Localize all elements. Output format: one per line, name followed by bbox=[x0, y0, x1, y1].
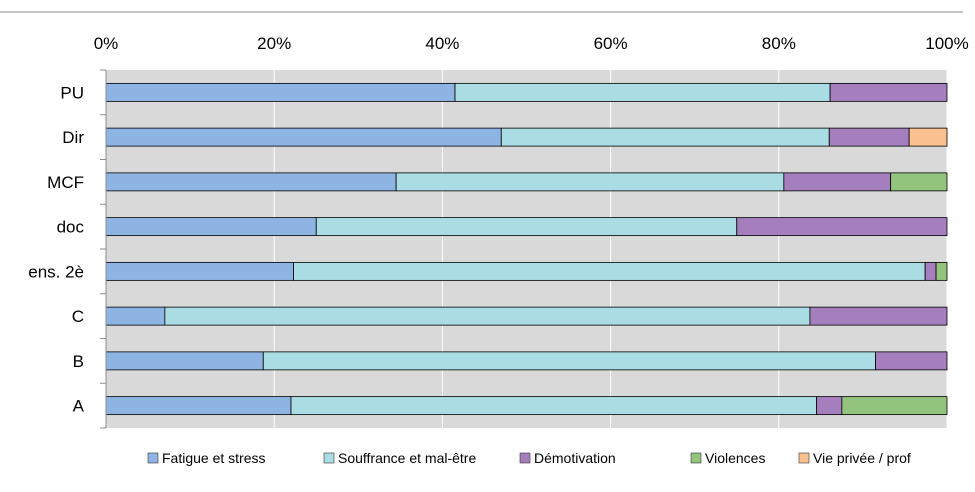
bar-segment bbox=[105, 351, 264, 371]
bar-segment bbox=[105, 127, 502, 147]
legend: Fatigue et stress Souffrance et mal-être D… bbox=[147, 450, 911, 466]
category-label: PU bbox=[60, 83, 84, 102]
legend-label: Souffrance et mal-être bbox=[338, 450, 476, 466]
legend-swatch bbox=[147, 452, 159, 464]
bars bbox=[105, 82, 948, 416]
bar-segment bbox=[105, 306, 166, 326]
bar-segment bbox=[105, 172, 397, 192]
category-label: B bbox=[73, 352, 84, 371]
bar-segment bbox=[908, 127, 948, 147]
bar-segment bbox=[890, 172, 948, 192]
category-label: MCF bbox=[47, 173, 84, 192]
category-label: C bbox=[72, 307, 84, 326]
legend-label: Violences bbox=[705, 450, 765, 466]
legend-label: Démotivation bbox=[534, 450, 616, 466]
bar-segment bbox=[262, 351, 876, 371]
bar-segment bbox=[293, 261, 926, 281]
x-tick-label: 60% bbox=[594, 34, 628, 53]
legend-label: Fatigue et stress bbox=[162, 450, 266, 466]
bar-segment bbox=[809, 306, 948, 326]
bar-segment bbox=[736, 217, 948, 237]
bar-segment bbox=[841, 396, 948, 416]
category-label: A bbox=[73, 397, 85, 416]
bar-segment bbox=[105, 217, 317, 237]
legend-swatch bbox=[690, 452, 702, 464]
bar-segment bbox=[290, 396, 818, 416]
bar-segment bbox=[500, 127, 830, 147]
x-tick-label: 80% bbox=[762, 34, 796, 53]
bar-segment bbox=[164, 306, 811, 326]
bar-segment bbox=[935, 261, 948, 281]
bar-segment bbox=[105, 261, 294, 281]
bar-segment bbox=[924, 261, 937, 281]
bar-segment bbox=[105, 396, 292, 416]
category-label: doc bbox=[57, 218, 85, 237]
category-label: ens. 2è bbox=[28, 262, 84, 281]
x-tick-label: 20% bbox=[257, 34, 291, 53]
bar-segment bbox=[875, 351, 948, 371]
legend-label: Vie privée / prof bbox=[813, 450, 911, 466]
axes: 0% 20% 40% 60% 80% 100% PU Dir MCF doc ens. 2è C B A bbox=[28, 34, 969, 429]
bar-segment bbox=[816, 396, 843, 416]
category-label: Dir bbox=[62, 128, 84, 147]
legend-swatch bbox=[798, 452, 810, 464]
bar-segment bbox=[105, 82, 456, 102]
bar-segment bbox=[315, 217, 738, 237]
x-tick-label: 0% bbox=[94, 34, 119, 53]
x-tick-label: 40% bbox=[425, 34, 459, 53]
bar-segment bbox=[454, 82, 831, 102]
plot-area bbox=[106, 70, 947, 428]
bar-segment bbox=[395, 172, 785, 192]
bar-segment bbox=[783, 172, 892, 192]
x-tick-label: 100% bbox=[925, 34, 968, 53]
bar-segment bbox=[829, 82, 948, 102]
legend-swatch bbox=[323, 452, 335, 464]
bar-segment bbox=[828, 127, 910, 147]
legend-swatch bbox=[519, 452, 531, 464]
